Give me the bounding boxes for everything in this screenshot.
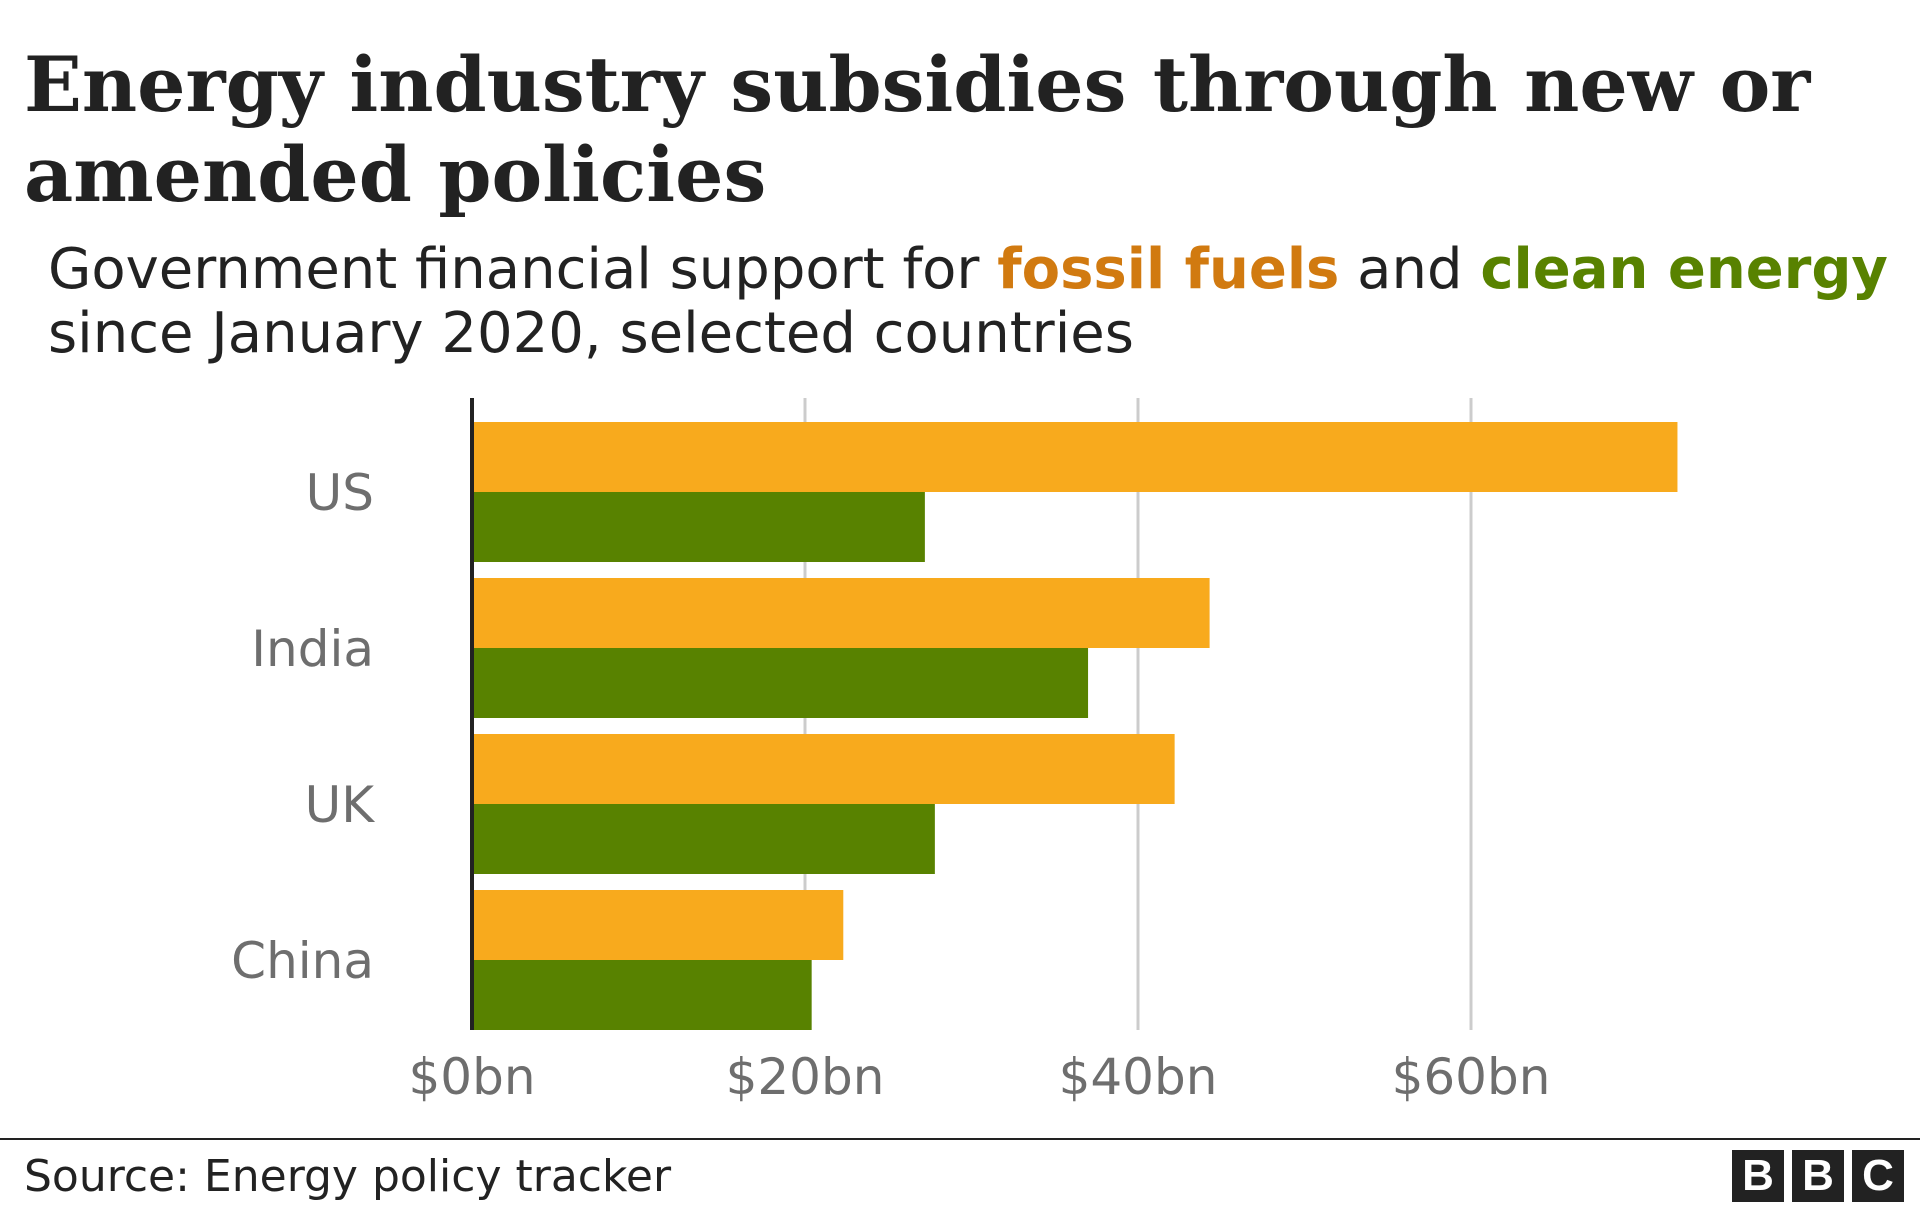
chart-title: Energy industry subsidies through new or…	[24, 40, 1811, 219]
category-label: India	[251, 620, 374, 678]
x-tick-label: $40bn	[1059, 1048, 1218, 1106]
category-label: China	[231, 932, 374, 990]
subtitle-text-1: Government financial support for	[48, 237, 998, 302]
bbc-logo: B B C	[1732, 1150, 1904, 1202]
bbc-logo-c: C	[1852, 1150, 1904, 1202]
category-label: UK	[305, 776, 376, 834]
bar-india-fossil-fuels	[472, 578, 1210, 648]
chart-subtitle: Government financial support for fossil …	[48, 238, 1888, 366]
bar-us-clean-energy	[472, 492, 925, 562]
x-tick-label: $0bn	[408, 1048, 535, 1106]
legend-fossil-fuels: fossil fuels	[997, 237, 1340, 302]
bar-china-fossil-fuels	[472, 890, 844, 960]
category-labels: US India UK China	[231, 464, 375, 990]
bar-uk-fossil-fuels	[472, 734, 1175, 804]
bar-us-fossil-fuels	[472, 422, 1678, 492]
x-axis-ticks: $0bn $20bn $40bn $60bn	[408, 1048, 1550, 1106]
legend-clean-energy: clean energy	[1480, 237, 1888, 302]
bar-india-clean-energy	[472, 648, 1089, 718]
bbc-logo-b1: B	[1732, 1150, 1784, 1202]
bars	[472, 422, 1678, 1030]
bar-uk-clean-energy	[472, 804, 935, 874]
bar-chart: US India UK China $0bn $20bn $40bn $60bn	[231, 398, 1678, 1106]
x-tick-label: $60bn	[1392, 1048, 1551, 1106]
subtitle-text-3: since January 2020, selected countries	[48, 301, 1134, 366]
category-label: US	[306, 464, 374, 522]
bar-china-clean-energy	[472, 960, 812, 1030]
footer-divider	[0, 1138, 1920, 1140]
source-note: Source: Energy policy tracker	[24, 1151, 672, 1202]
bbc-logo-b2: B	[1792, 1150, 1844, 1202]
subtitle-text-2: and	[1339, 237, 1481, 302]
x-tick-label: $20bn	[726, 1048, 885, 1106]
